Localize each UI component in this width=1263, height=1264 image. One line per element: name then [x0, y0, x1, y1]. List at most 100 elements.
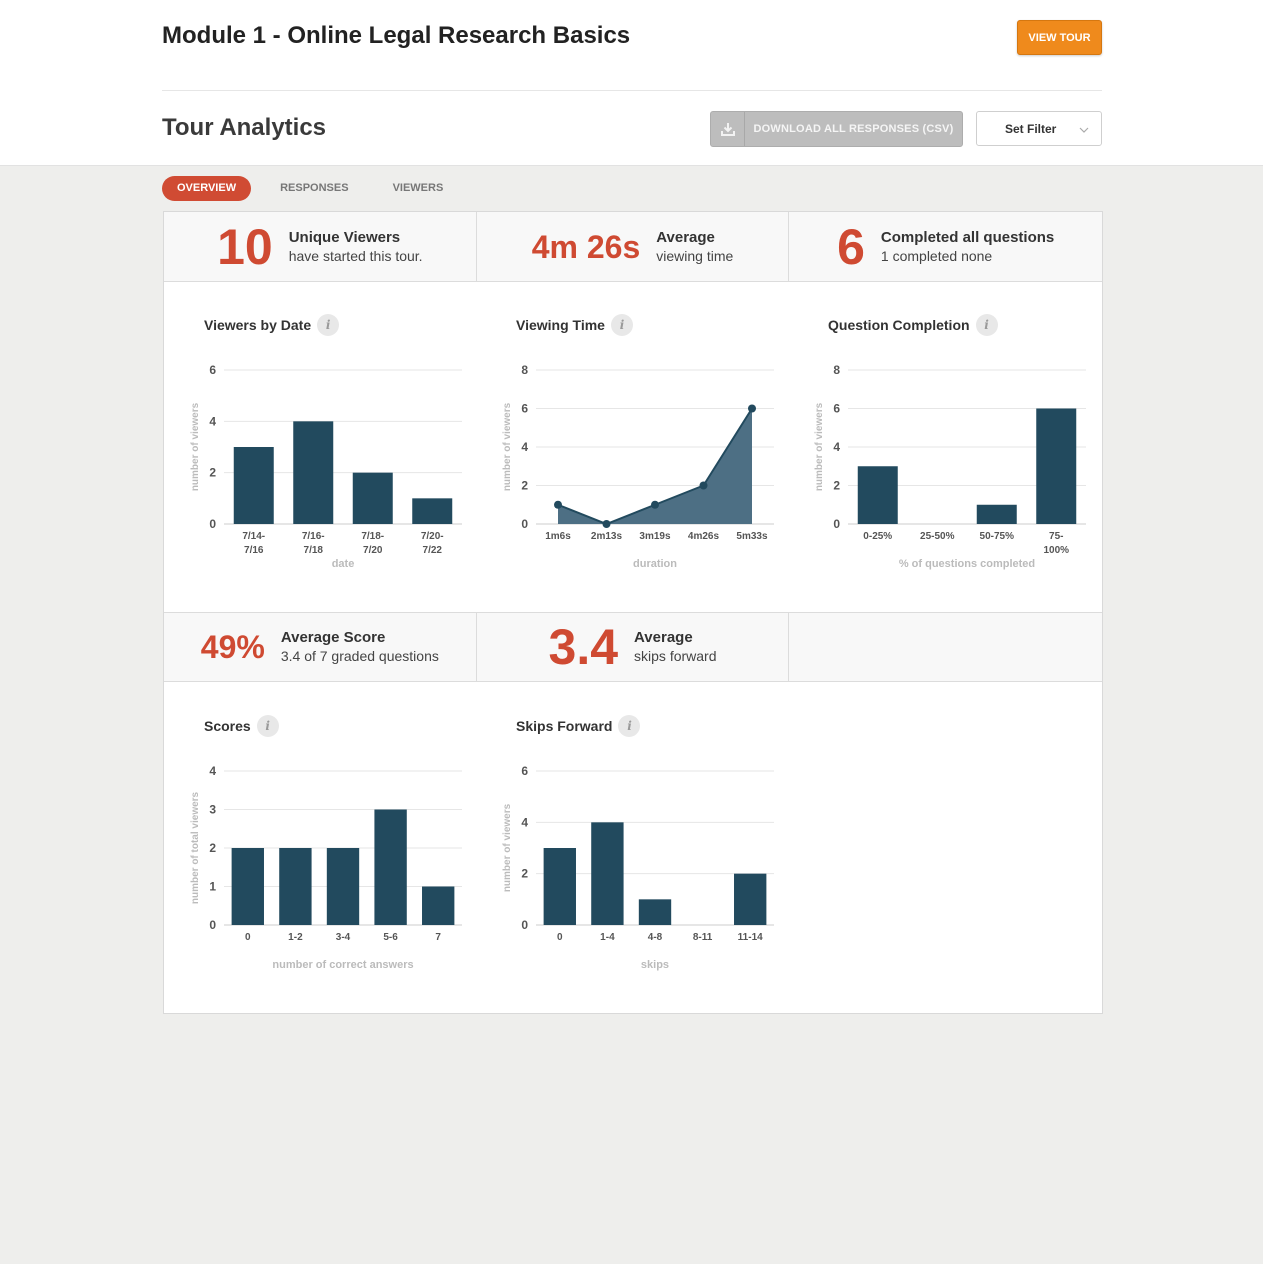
y-tick-label: 6 [521, 402, 528, 416]
y-tick-label: 6 [521, 764, 528, 778]
stat-average-skips: 3.4 Average skips forward [477, 613, 790, 681]
download-icon [711, 112, 745, 146]
y-tick-label: 4 [833, 440, 840, 454]
tab-overview[interactable]: OVERVIEW [162, 176, 252, 201]
y-tick-label: 0 [209, 918, 216, 932]
y-tick-label: 8 [833, 363, 840, 377]
x-tick-label: 8-11 [693, 932, 713, 943]
bar [857, 466, 898, 524]
stats-row-bottom: 49% Average Score 3.4 of 7 graded questi… [164, 612, 1102, 682]
bar [543, 848, 576, 925]
stat-number: 10 [217, 218, 273, 275]
x-tick-label: 4m26s [688, 531, 720, 542]
download-csv-button[interactable]: DOWNLOAD ALL RESPONSES (CSV) [710, 111, 963, 147]
chart-title: Viewers by Date i [204, 314, 340, 336]
tab-viewers[interactable]: VIEWERS [392, 182, 444, 194]
y-tick-label: 2 [521, 867, 528, 881]
x-tick-label: 7/16-7/18 [302, 531, 325, 556]
chart-title-text: Viewers by Date [204, 317, 312, 333]
stat-heading: Completed all questions [880, 228, 1055, 246]
x-tick-label: 7/14-7/16 [242, 531, 265, 556]
stat-heading: Unique Viewers [288, 228, 401, 246]
chart-block-viewing-time: Viewing Time i 0 2 4 6 8 number of viewers dur… [476, 282, 776, 572]
chart-title-text: Skips Forward [516, 718, 613, 734]
x-tick-label: 7 [435, 932, 441, 943]
bar [591, 822, 624, 925]
chart-title: Scores i [204, 715, 279, 737]
bar [976, 504, 1017, 524]
scores-chart: 0 1 2 3 4 number of total viewers number of co… [190, 764, 462, 971]
x-tick-label: 25-50% [920, 531, 955, 542]
bar [293, 421, 334, 524]
y-tick-label: 6 [833, 402, 840, 416]
chevron-down-icon [1079, 122, 1089, 136]
stats-row-top: 10 Unique Viewers have started this tour… [164, 212, 1102, 282]
stat-subtext: have started this tour. [288, 247, 423, 264]
info-icon[interactable]: i [610, 314, 633, 336]
x-axis-label: skips [641, 959, 669, 971]
bar [412, 498, 453, 524]
chart-title-text: Viewing Time [516, 317, 605, 333]
x-axis-label: date [332, 558, 355, 570]
x-tick-label: 4-8 [648, 932, 663, 943]
bar [734, 873, 767, 925]
data-point [699, 481, 708, 490]
bar [638, 899, 672, 925]
x-axis-label: duration [633, 558, 677, 570]
y-tick-label: 2 [833, 479, 840, 493]
info-icon[interactable]: i [256, 715, 279, 737]
stat-subtext: viewing time [656, 247, 734, 264]
tab-responses[interactable]: RESPONSES [280, 182, 349, 194]
stat-unique-viewers: 10 Unique Viewers have started this tour… [164, 212, 477, 281]
y-axis-label: number of viewers [502, 803, 513, 892]
stat-number: 4m 26s [531, 228, 641, 265]
x-tick-label: 1-2 [288, 932, 303, 943]
chart-title: Viewing Time i [516, 314, 633, 336]
x-tick-label: 0-25% [863, 531, 892, 542]
y-tick-label: 4 [521, 440, 528, 454]
set-filter-label: Set Filter [1005, 121, 1057, 136]
x-axis-label: % of questions completed [899, 558, 1035, 570]
analytics-tabs: OVERVIEW RESPONSES VIEWERS [162, 176, 472, 201]
x-tick-label: 7/18-7/20 [361, 531, 384, 556]
bar [279, 848, 312, 925]
y-axis-label: number of total viewers [190, 791, 201, 904]
x-tick-label: 5-6 [383, 932, 398, 943]
y-tick-label: 6 [209, 363, 216, 377]
chart-title-text: Scores [204, 718, 251, 734]
stat-number: 3.4 [548, 619, 619, 675]
set-filter-dropdown[interactable]: Set Filter [976, 111, 1102, 146]
y-tick-label: 4 [209, 764, 216, 778]
area-fill [558, 408, 752, 524]
stat-subtext: 1 completed none [880, 247, 993, 264]
y-tick-label: 2 [209, 841, 216, 855]
viewing-time-chart: 0 2 4 6 8 number of viewers duration 1m6s 2m13s 3… [502, 363, 774, 570]
x-tick-label: 3-4 [336, 932, 351, 943]
stat-empty [789, 613, 1102, 681]
y-tick-label: 0 [521, 918, 528, 932]
download-csv-label: DOWNLOAD ALL RESPONSES (CSV) [753, 123, 954, 135]
x-tick-label: 3m19s [639, 531, 671, 542]
stat-average-score: 49% Average Score 3.4 of 7 graded questi… [164, 613, 477, 681]
chart-title-text: Question Completion [828, 317, 970, 333]
stat-heading: Average [656, 228, 715, 246]
y-tick-label: 0 [209, 517, 216, 531]
y-tick-label: 1 [209, 880, 216, 894]
y-axis-label: number of viewers [502, 402, 513, 491]
x-tick-label: 0 [557, 932, 563, 943]
info-icon[interactable]: i [317, 314, 340, 336]
info-icon[interactable]: i [618, 715, 641, 737]
stat-subtext: 3.4 of 7 graded questions [280, 648, 439, 664]
x-tick-label: 1-4 [600, 932, 615, 943]
x-axis-label: number of correct answers [272, 959, 413, 971]
chart-block-viewers-by-date: Viewers by Date i 0 2 4 6 number of viewers d… [164, 282, 464, 572]
bar [352, 472, 393, 524]
stat-heading: Average Score [280, 629, 386, 646]
view-tour-button[interactable]: VIEW TOUR [1017, 20, 1102, 55]
info-icon[interactable]: i [975, 314, 998, 336]
x-tick-label: 50-75% [980, 531, 1015, 542]
x-tick-label: 0 [245, 932, 251, 943]
chart-title: Question Completion i [828, 314, 998, 336]
y-tick-label: 4 [209, 414, 216, 428]
y-tick-label: 8 [521, 363, 528, 377]
